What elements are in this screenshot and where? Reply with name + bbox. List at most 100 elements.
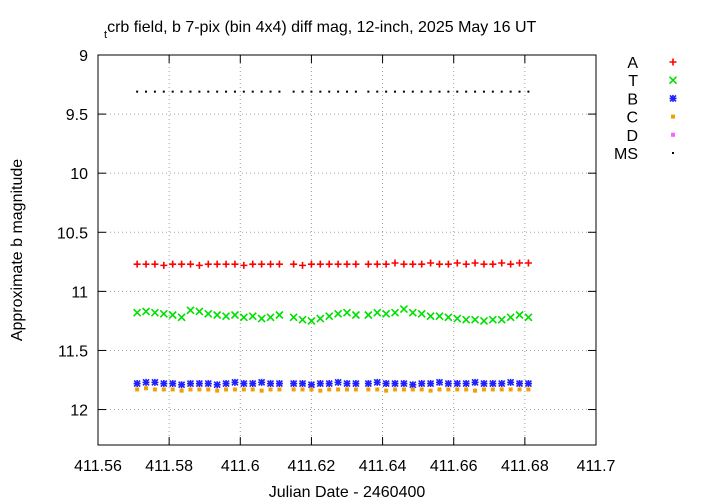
y-tick-label: 12 xyxy=(70,403,88,420)
data-point xyxy=(307,316,316,325)
data-point xyxy=(222,260,230,268)
x-tick-label: 411.64 xyxy=(359,458,407,475)
data-point xyxy=(141,307,151,316)
data-point xyxy=(142,378,150,386)
data-point xyxy=(427,259,435,267)
data-point xyxy=(159,309,168,318)
data-point xyxy=(394,90,397,93)
data-point xyxy=(455,387,460,392)
data-point xyxy=(474,90,477,93)
data-point xyxy=(464,387,469,392)
data-point xyxy=(291,387,296,392)
data-point xyxy=(456,90,459,93)
data-point xyxy=(352,379,360,388)
x-tick-label: 411.66 xyxy=(430,458,478,475)
data-point xyxy=(352,260,360,268)
data-point xyxy=(307,260,315,268)
data-point xyxy=(242,90,245,93)
y-tick-label: 10 xyxy=(70,166,88,183)
data-point xyxy=(447,90,450,93)
data-point xyxy=(471,378,479,386)
data-point xyxy=(151,378,159,386)
data-point xyxy=(204,260,212,268)
data-point xyxy=(435,378,444,386)
data-point xyxy=(507,378,515,386)
data-point xyxy=(248,312,257,321)
data-point xyxy=(373,378,381,386)
data-point xyxy=(409,260,417,268)
data-point xyxy=(170,387,175,392)
data-point xyxy=(133,308,142,317)
data-point xyxy=(342,308,352,317)
data-point xyxy=(225,90,228,93)
data-point xyxy=(145,90,148,93)
data-point xyxy=(277,387,282,392)
data-point xyxy=(401,387,406,392)
data-point xyxy=(186,379,195,388)
data-point xyxy=(319,90,322,93)
data-point xyxy=(488,315,497,324)
data-point xyxy=(250,387,255,392)
data-point xyxy=(382,309,391,318)
data-point xyxy=(168,310,177,320)
data-point xyxy=(289,313,298,322)
data-point xyxy=(497,315,506,324)
data-point xyxy=(343,260,351,268)
data-point xyxy=(481,387,486,392)
data-point xyxy=(453,259,461,267)
data-point xyxy=(189,90,192,93)
data-point xyxy=(426,312,435,321)
legend-marker xyxy=(671,114,675,119)
data-point xyxy=(136,90,139,93)
y-tick-label: 11.5 xyxy=(58,343,88,360)
data-point xyxy=(354,90,357,93)
y-tick-label: 10.5 xyxy=(57,225,88,242)
data-point xyxy=(195,261,203,269)
data-point xyxy=(222,379,230,388)
data-point xyxy=(402,90,405,93)
data-point xyxy=(213,310,222,320)
data-point xyxy=(515,379,524,388)
data-point xyxy=(135,387,140,392)
data-point xyxy=(257,314,266,323)
data-point xyxy=(150,308,159,317)
data-point xyxy=(435,260,443,268)
data-point xyxy=(351,310,360,320)
legend-label: B xyxy=(627,91,638,108)
data-point xyxy=(197,387,202,392)
data-point xyxy=(298,379,307,388)
data-point xyxy=(438,90,441,93)
data-point xyxy=(251,90,254,93)
data-point xyxy=(410,387,415,392)
data-point xyxy=(444,313,453,322)
data-point xyxy=(216,90,219,93)
data-point xyxy=(231,378,239,386)
data-point xyxy=(444,379,452,388)
data-point xyxy=(418,379,426,388)
data-point xyxy=(420,90,423,93)
data-point xyxy=(337,90,340,93)
chart-title: tcrb field, b 7-pix (bin 4x4) diff mag, … xyxy=(104,19,537,41)
data-point xyxy=(400,379,408,388)
data-point xyxy=(518,90,521,93)
data-point xyxy=(142,260,150,268)
data-point xyxy=(375,387,380,392)
data-point xyxy=(133,379,141,388)
data-point xyxy=(325,379,333,388)
data-point xyxy=(498,379,506,388)
data-point xyxy=(316,260,324,268)
data-point xyxy=(517,387,522,392)
data-point xyxy=(328,90,331,93)
data-point xyxy=(195,307,204,316)
data-point xyxy=(260,90,263,93)
data-point xyxy=(316,314,325,323)
data-point xyxy=(473,388,478,393)
data-point xyxy=(526,387,531,392)
data-point xyxy=(178,381,186,389)
data-point xyxy=(186,306,195,315)
data-point xyxy=(269,90,272,93)
data-point xyxy=(258,260,266,268)
x-axis-label: Julian Date - 2460400 xyxy=(269,484,426,501)
data-point xyxy=(465,90,468,93)
data-point xyxy=(231,260,239,268)
